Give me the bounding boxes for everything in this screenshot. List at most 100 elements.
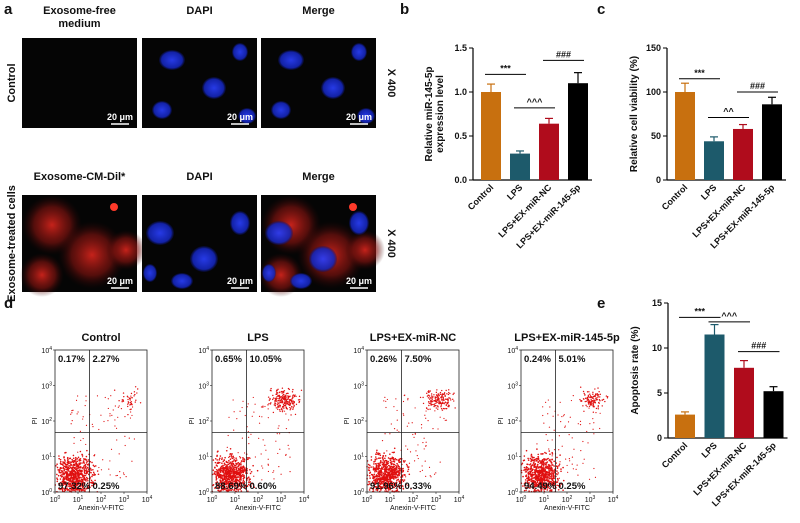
event-dot: [217, 474, 219, 476]
event-dot: [261, 416, 262, 417]
bar: [568, 83, 588, 180]
event-dot: [230, 468, 232, 470]
event-dot: [287, 395, 288, 396]
event-dot: [527, 458, 529, 460]
event-dot: [250, 434, 251, 435]
event-dot: [538, 467, 540, 469]
event-dot: [100, 415, 101, 416]
event-dot: [248, 403, 249, 404]
event-dot: [92, 424, 93, 425]
event-dot: [70, 467, 72, 469]
event-dot: [287, 393, 288, 394]
event-dot: [526, 463, 528, 465]
event-dot: [67, 462, 69, 464]
red-dot: [110, 203, 118, 211]
quadrant-percent: 91.96%: [370, 481, 403, 492]
event-dot: [58, 470, 60, 472]
event-dot: [434, 396, 435, 397]
axis-tick-label: 103: [507, 382, 518, 391]
event-dot: [74, 467, 76, 469]
event-dot: [392, 452, 393, 453]
event-dot: [393, 459, 394, 460]
event-dot: [224, 464, 226, 466]
event-dot: [225, 469, 227, 471]
event-dot: [129, 409, 130, 410]
tick-base: 10: [41, 348, 49, 355]
event-dot: [239, 456, 240, 457]
event-dot: [78, 472, 80, 474]
event-dot: [431, 395, 432, 396]
event-dot: [386, 469, 388, 471]
event-dot: [532, 468, 534, 470]
event-dot: [289, 407, 290, 408]
event-dot: [595, 399, 596, 400]
event-dot: [563, 415, 564, 416]
event-dot: [414, 460, 415, 461]
event-dot: [268, 408, 269, 409]
event-dot: [233, 473, 235, 475]
event-dot: [284, 403, 285, 404]
event-dot: [432, 401, 433, 402]
event-dot: [268, 459, 269, 460]
event-dot: [443, 418, 444, 419]
event-dot: [235, 476, 237, 478]
event-dot: [63, 470, 65, 472]
event-dot: [440, 461, 441, 462]
event-dot: [57, 469, 59, 471]
event-dot: [402, 468, 404, 470]
event-dot: [382, 456, 384, 458]
event-dot: [380, 472, 382, 474]
event-dot: [562, 467, 564, 469]
scale-bar-label: 20 μm: [107, 112, 133, 122]
event-dot: [597, 396, 598, 397]
event-dot: [560, 402, 561, 403]
event-dot: [101, 469, 102, 470]
event-dot: [122, 399, 123, 400]
event-dot: [278, 404, 279, 405]
event-dot: [537, 454, 539, 456]
axis-tick-label: 102: [96, 495, 107, 504]
event-dot: [432, 396, 433, 397]
axis-tick-label: 100: [207, 495, 218, 504]
axis-tick-label: 101: [198, 453, 209, 462]
event-dot: [388, 469, 390, 471]
event-dot: [279, 392, 280, 393]
tick-exponent: 1: [49, 453, 52, 459]
event-dot: [229, 453, 231, 455]
event-dot: [381, 461, 383, 463]
event-dot: [282, 406, 283, 407]
event-dot: [369, 472, 371, 474]
event-dot: [110, 395, 111, 396]
nucleus: [309, 246, 337, 272]
tick-base: 10: [353, 348, 361, 355]
event-dot: [228, 435, 229, 436]
event-dot: [233, 477, 235, 479]
event-dot: [391, 478, 393, 480]
event-dot: [383, 452, 385, 454]
event-dot: [430, 402, 431, 403]
event-dot: [556, 457, 558, 459]
event-dot: [289, 457, 290, 458]
event-dot: [588, 395, 589, 396]
event-dot: [407, 426, 408, 427]
event-dot: [377, 468, 379, 470]
event-dot: [389, 471, 391, 473]
significance-label: ###: [556, 49, 571, 59]
event-dot: [434, 403, 435, 404]
event-dot: [277, 408, 278, 409]
event-dot: [253, 397, 254, 398]
event-dot: [131, 404, 132, 405]
event-dot: [594, 401, 595, 402]
event-dot: [281, 408, 282, 409]
axis-tick-label: 104: [198, 346, 209, 355]
event-dot: [109, 415, 110, 416]
event-dot: [87, 472, 89, 474]
event-dot: [404, 460, 406, 462]
event-dot: [299, 401, 300, 402]
event-dot: [368, 469, 370, 471]
event-dot: [389, 458, 391, 460]
event-dot: [587, 399, 588, 400]
event-dot: [135, 401, 136, 402]
tick-base: 10: [142, 497, 150, 504]
event-dot: [590, 399, 591, 400]
